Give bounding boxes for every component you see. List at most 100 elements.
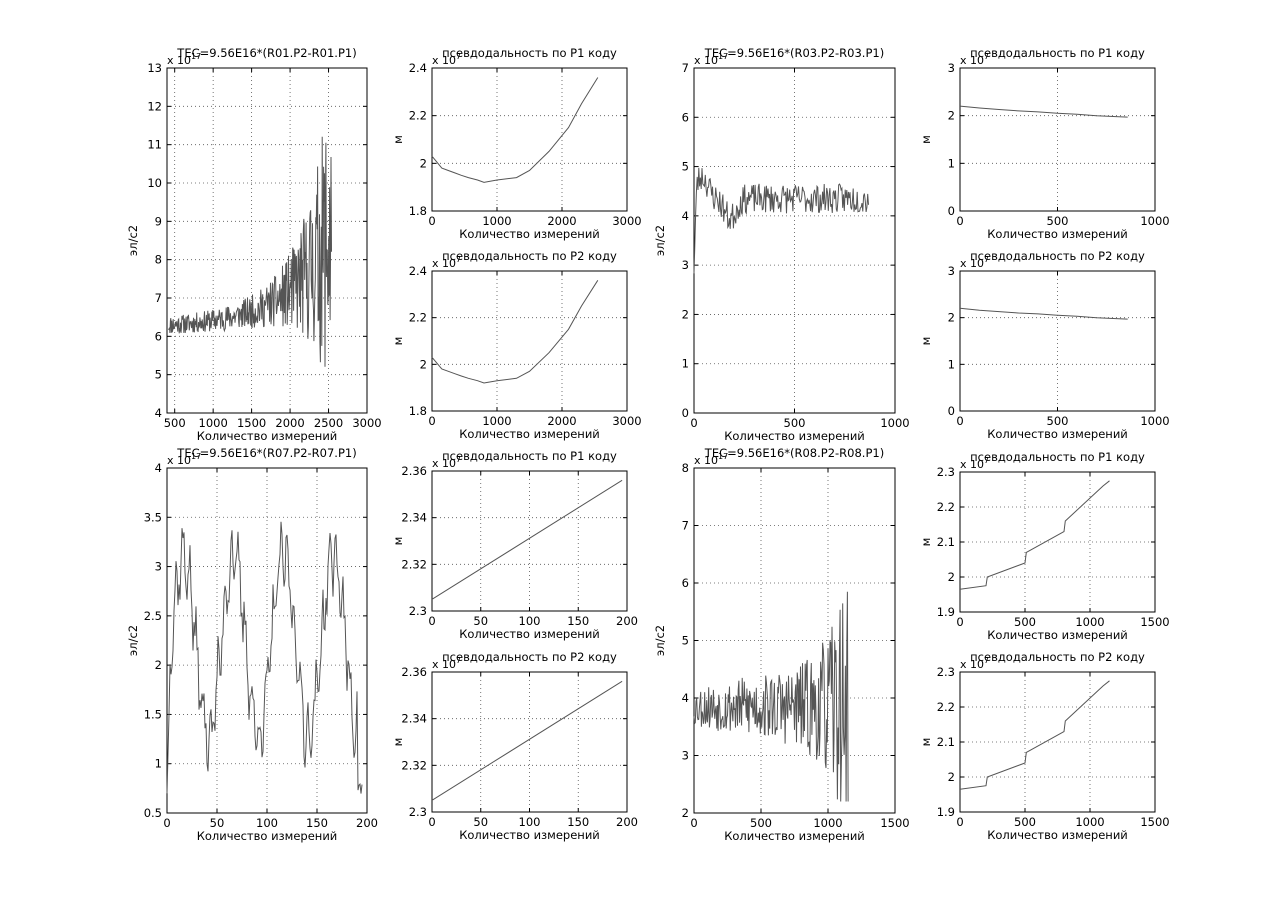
y-tick-label: 8 <box>155 253 162 267</box>
x-axis-label: Количество измерений <box>987 628 1128 642</box>
y-tick-label: 2.32 <box>401 557 427 571</box>
axis-exponent: x 107 <box>432 656 461 671</box>
plot-area <box>959 471 1156 613</box>
x-axis-label: Количество измерений <box>724 829 865 843</box>
y-tick-label: 1.8 <box>409 204 427 218</box>
y-tick-label: 2.34 <box>401 511 427 525</box>
x-tick-label: 500 <box>164 416 186 430</box>
y-axis-label: м <box>391 537 405 546</box>
x-tick-label: 1500 <box>237 416 266 430</box>
exponent-base: x 10 <box>167 54 191 67</box>
y-tick-label: 2 <box>948 770 955 784</box>
subplot-title: псевдодальность по P2 коду <box>970 650 1145 664</box>
x-tick-label: 1000 <box>1140 414 1169 428</box>
y-tick-label: 2 <box>420 156 427 170</box>
x-tick-label: 0 <box>428 214 435 228</box>
y-tick-label: 4 <box>682 691 689 705</box>
x-tick-label: 0 <box>428 815 435 829</box>
axis-exponent: x 107 <box>960 52 989 67</box>
y-tick-label: 0 <box>682 406 689 420</box>
x-tick-label: 1000 <box>1140 214 1169 228</box>
x-axis-label: Количество измерений <box>197 829 338 843</box>
y-tick-label: 2.4 <box>409 61 427 75</box>
series-line <box>959 680 1110 790</box>
y-tick-label: 2 <box>948 570 955 584</box>
y-tick-label: 7 <box>682 61 689 75</box>
y-tick-label: 4 <box>155 461 162 475</box>
y-tick-label: 1 <box>682 357 689 371</box>
y-tick-label: 2.2 <box>937 500 955 514</box>
y-tick-label: 2 <box>948 311 955 325</box>
x-tick-label: 150 <box>567 815 589 829</box>
x-axis-label: Количество измерений <box>459 427 600 441</box>
x-tick-label: 0 <box>956 615 963 629</box>
subplot-p12: 0 500 1000 1500 1.9 2 2.1 2.2 2.3 Количество изме… <box>919 650 1170 842</box>
exponent-base: x 10 <box>960 257 984 270</box>
series-line <box>693 591 849 802</box>
subplot-title: псевдодальность по P1 коду <box>442 46 617 60</box>
subplot-p9: 0 500 1000 1500 2 3 4 5 6 7 8 Количество измерений э… <box>653 446 910 843</box>
axis-exponent: x 1017 <box>167 52 201 67</box>
x-tick-label: 1000 <box>1075 815 1104 829</box>
subplot-title: TEC=9.56E16*(R07.P2-R07.P1) <box>176 446 356 460</box>
series-line <box>959 307 1128 320</box>
x-tick-label: 1000 <box>1075 615 1104 629</box>
x-tick-label: 0 <box>956 815 963 829</box>
y-axis-label: м <box>919 538 933 547</box>
y-tick-label: 2.3 <box>409 805 427 819</box>
y-tick-label: 3 <box>948 264 955 278</box>
y-axis-label: м <box>391 337 405 346</box>
y-tick-label: 0 <box>948 404 955 418</box>
x-tick-label: 3000 <box>352 416 381 430</box>
y-tick-label: 3 <box>682 258 689 272</box>
x-tick-label: 50 <box>473 815 488 829</box>
subplot-title: псевдодальность по P2 коду <box>442 650 617 664</box>
axis-exponent: x 1017 <box>694 52 728 67</box>
x-tick-label: 1000 <box>199 416 228 430</box>
y-tick-label: 13 <box>147 61 162 75</box>
subplot-p1: 500 1000 1500 2000 2500 3000 4 5 6 7 8 9 10 11 12 13 Кол… <box>126 46 382 443</box>
x-tick-label: 100 <box>256 816 278 830</box>
y-tick-label: 2.36 <box>401 665 427 679</box>
y-axis-label: м <box>919 337 933 346</box>
exponent-power: 17 <box>718 52 728 61</box>
y-tick-label: 10 <box>147 176 162 190</box>
y-axis-label: эл/c2 <box>653 625 667 656</box>
axis-exponent: x 107 <box>432 52 461 67</box>
exponent-power: 7 <box>984 255 989 264</box>
x-tick-label: 200 <box>616 815 638 829</box>
y-tick-label: 3.5 <box>144 510 162 524</box>
exponent-base: x 10 <box>960 458 984 471</box>
y-tick-label: 6 <box>155 329 162 343</box>
subplot-p7: 0 50 100 150 200 0.5 1 1.5 2 2.5 3 3.5 4 Количество и… <box>126 446 378 843</box>
subplot-p3: 0 500 1000 0 1 2 3 4 5 6 7 Количество измерений эл/c… <box>653 46 910 443</box>
y-tick-label: 1.5 <box>144 707 162 721</box>
axis-exponent: x 1017 <box>167 452 201 467</box>
y-tick-label: 3 <box>948 61 955 75</box>
y-axis-label: м <box>919 135 933 144</box>
subplot-title: псевдодальность по P1 коду <box>970 46 1145 60</box>
x-tick-label: 1000 <box>482 214 511 228</box>
y-tick-label: 7 <box>155 291 162 305</box>
y-axis-label: м <box>919 738 933 747</box>
y-tick-label: 0.5 <box>144 806 162 820</box>
y-tick-label: 2.3 <box>937 665 955 679</box>
y-axis-label: эл/c2 <box>126 625 140 656</box>
x-tick-label: 1000 <box>482 414 511 428</box>
x-tick-label: 100 <box>519 614 541 628</box>
exponent-base: x 10 <box>960 54 984 67</box>
y-tick-label: 2.3 <box>937 465 955 479</box>
y-tick-label: 2.1 <box>937 735 955 749</box>
series-line <box>168 136 332 367</box>
subplot-p6: 0 500 1000 0 1 2 3 Количество измерений м x 107пс… <box>919 249 1170 441</box>
x-tick-label: 150 <box>306 816 328 830</box>
x-tick-label: 500 <box>1014 815 1036 829</box>
exponent-base: x 10 <box>694 54 718 67</box>
y-tick-label: 2 <box>682 307 689 321</box>
series-line <box>431 479 623 600</box>
series-line <box>693 167 869 274</box>
x-tick-label: 500 <box>1047 414 1069 428</box>
y-tick-label: 2.2 <box>409 311 427 325</box>
x-tick-label: 500 <box>784 416 806 430</box>
x-axis-label: Количество измерений <box>987 828 1128 842</box>
